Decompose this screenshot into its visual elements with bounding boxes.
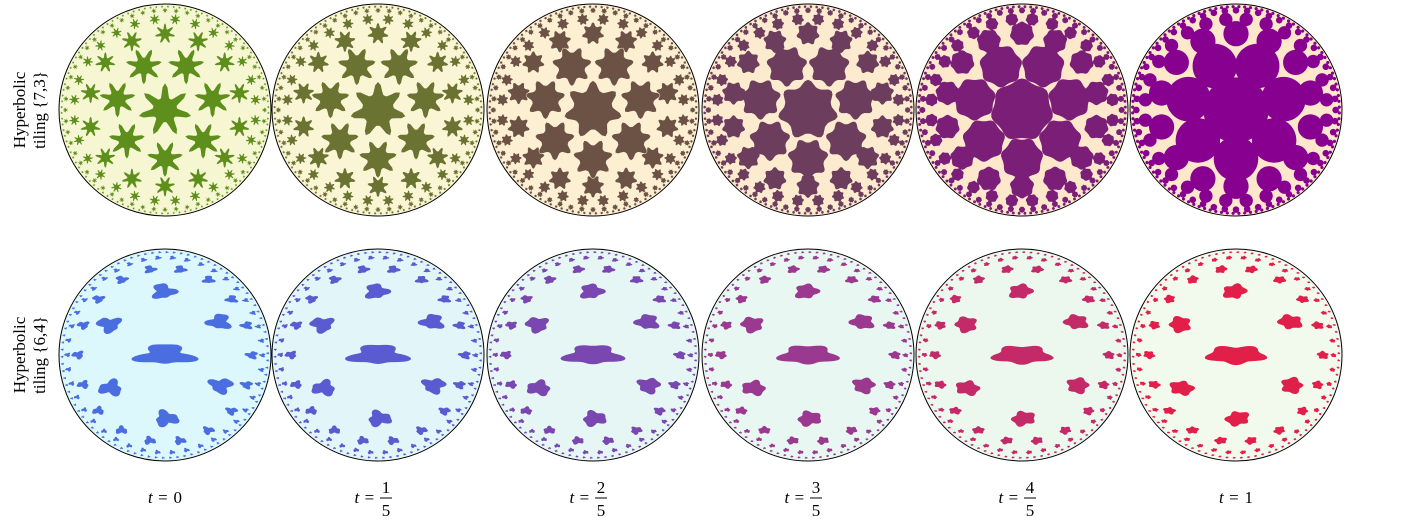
tile xyxy=(1323,161,1326,164)
tile xyxy=(1338,106,1341,109)
tile xyxy=(1226,5,1229,8)
tile xyxy=(1162,177,1169,184)
tile xyxy=(1305,184,1308,187)
fraction-num: 2 xyxy=(597,478,606,497)
tile xyxy=(1303,36,1310,43)
tile xyxy=(1259,17,1272,30)
tile xyxy=(1237,5,1240,8)
column-lhs: t = xyxy=(999,488,1019,507)
tile xyxy=(1182,197,1185,200)
tile xyxy=(1163,33,1166,36)
tile xyxy=(1162,36,1169,43)
tile xyxy=(1143,73,1156,86)
tile xyxy=(1327,74,1334,81)
tile xyxy=(1143,133,1156,146)
column-lhs: t = xyxy=(570,488,590,507)
tile xyxy=(1240,13,1253,26)
tile xyxy=(1131,106,1134,109)
row-label-line: tiling {6,4} xyxy=(30,316,49,394)
fraction-den: 5 xyxy=(812,501,821,520)
tile xyxy=(1131,111,1134,114)
tile xyxy=(1323,56,1326,59)
tile xyxy=(1232,5,1235,8)
column-label: t = 1 xyxy=(1219,488,1253,507)
tile xyxy=(1320,114,1333,127)
tile xyxy=(1266,13,1273,20)
fraction-den: 5 xyxy=(382,501,391,520)
tile xyxy=(1199,189,1212,202)
tile xyxy=(1145,161,1148,164)
tile xyxy=(1243,211,1246,214)
column-lhs: t = xyxy=(1219,488,1239,507)
tile xyxy=(1303,177,1310,184)
tile xyxy=(1338,111,1341,114)
tile xyxy=(1139,114,1152,127)
column-label: t = 0 xyxy=(148,488,182,507)
tile xyxy=(1259,189,1272,202)
tile xyxy=(1266,201,1273,208)
tile xyxy=(1283,50,1308,75)
row-label: Hyperbolictiling {6,4} xyxy=(10,316,49,394)
tile xyxy=(1261,77,1306,122)
tile xyxy=(1164,50,1189,75)
tile xyxy=(1139,93,1152,106)
tile xyxy=(1226,211,1229,214)
column-lhs: t = xyxy=(148,488,168,507)
fraction-den: 5 xyxy=(1026,501,1035,520)
row-label-line: Hyperbolic xyxy=(10,316,29,393)
tile xyxy=(1287,19,1290,22)
tile xyxy=(1337,117,1340,120)
fraction-num: 3 xyxy=(812,478,821,497)
row-label-line: Hyperbolic xyxy=(10,71,29,148)
tile xyxy=(1305,33,1308,36)
tile xyxy=(1182,19,1185,22)
tile xyxy=(1139,74,1146,81)
tile xyxy=(1283,145,1308,170)
tile xyxy=(1159,179,1162,182)
column-lhs: t = xyxy=(785,488,805,507)
row-label-line: tiling {7,3} xyxy=(30,71,49,149)
tile xyxy=(1337,100,1340,103)
tile xyxy=(1315,133,1328,146)
tile xyxy=(1237,212,1240,215)
tile xyxy=(1139,140,1146,147)
tile xyxy=(1243,5,1246,8)
row-label: Hyperbolictiling {7,3} xyxy=(10,71,49,149)
tile xyxy=(1315,73,1328,86)
column-value: 1 xyxy=(1244,488,1253,507)
tile xyxy=(1320,93,1333,106)
tile xyxy=(1164,145,1189,170)
tile xyxy=(1200,13,1207,20)
tile xyxy=(1232,212,1235,215)
tile xyxy=(1219,194,1232,207)
tile xyxy=(1287,197,1290,200)
tile xyxy=(1310,179,1313,182)
tile xyxy=(1310,37,1313,40)
tile xyxy=(1219,13,1232,26)
tile xyxy=(1131,117,1134,120)
column-lhs: t = xyxy=(355,488,375,507)
fraction-num: 1 xyxy=(382,478,391,497)
tile xyxy=(1159,37,1162,40)
figure: Hyperbolictiling {7,3}Hyperbolictiling {… xyxy=(0,0,1401,527)
fraction-num: 4 xyxy=(1026,478,1035,497)
fraction-den: 5 xyxy=(597,501,606,520)
tile xyxy=(1199,17,1212,30)
tile xyxy=(1145,56,1148,59)
tile xyxy=(1131,100,1134,103)
tile xyxy=(1200,201,1207,208)
tile xyxy=(1240,194,1253,207)
column-value: 0 xyxy=(173,488,182,507)
tile xyxy=(1163,184,1166,187)
tile xyxy=(1327,140,1334,147)
